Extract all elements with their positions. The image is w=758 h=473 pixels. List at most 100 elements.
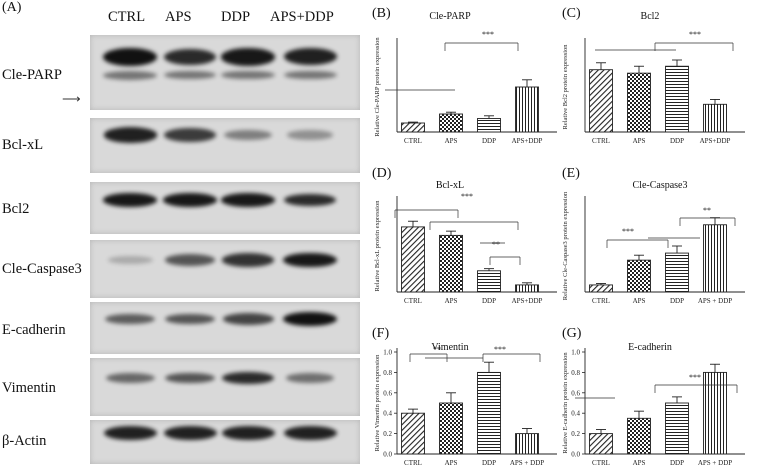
y-axis-label: Relative Cle-PARP protein expression xyxy=(374,37,381,137)
y-tick-label: 0.6 xyxy=(571,389,580,397)
panel-letter: (G) xyxy=(562,326,582,341)
bar xyxy=(627,72,651,133)
blot-label-bcl-xl: Bcl-xL xyxy=(2,137,44,153)
blot-strip xyxy=(90,240,360,298)
protein-band xyxy=(165,372,215,384)
bar xyxy=(477,371,501,455)
blot-strip xyxy=(90,182,360,234)
significance-label: ** xyxy=(492,240,500,249)
protein-band xyxy=(107,256,153,264)
protein-band xyxy=(163,425,217,441)
x-tick-label: CTRL xyxy=(592,297,610,305)
blot-strip xyxy=(90,118,360,173)
bar xyxy=(627,417,651,455)
bar xyxy=(703,371,727,455)
y-tick-label: 0.8 xyxy=(383,369,392,377)
protein-band xyxy=(165,254,215,266)
protein-band xyxy=(283,193,337,207)
bar xyxy=(439,234,463,293)
bar xyxy=(477,118,501,133)
protein-band xyxy=(222,253,274,267)
x-tick-label: DDP xyxy=(670,137,684,145)
protein-band xyxy=(103,425,157,441)
protein-band xyxy=(221,193,275,207)
x-tick-label: APS + DDP xyxy=(698,297,732,305)
x-tick-label: DDP xyxy=(482,297,496,305)
protein-band xyxy=(103,193,157,207)
y-tick-label: 0.8 xyxy=(571,369,580,377)
significance-label: ** xyxy=(703,206,711,215)
significance-label: *** xyxy=(482,30,494,39)
y-tick-label: 0.6 xyxy=(383,389,392,397)
bar xyxy=(439,113,463,133)
y-axis-label: Relative E-cadherin protein expression xyxy=(562,352,569,454)
y-tick-label: 0.0 xyxy=(571,451,580,459)
bar xyxy=(665,252,689,293)
protein-band xyxy=(164,128,216,142)
protein-band xyxy=(283,48,337,66)
protein-band xyxy=(163,70,217,80)
bar xyxy=(589,69,613,133)
chart-title: E-cadherin xyxy=(628,342,672,353)
lane-header-aps-ddp: APS+DDP xyxy=(270,9,334,25)
significance-label: *** xyxy=(622,227,634,236)
panel-letter: (C) xyxy=(562,6,581,21)
y-tick-label: 0.0 xyxy=(383,451,392,459)
lane-header-aps: APS xyxy=(165,9,192,25)
y-tick-label: 0.4 xyxy=(571,410,580,418)
protein-band xyxy=(163,193,217,207)
x-tick-label: APS xyxy=(445,459,458,467)
bar xyxy=(401,412,425,455)
panel-letter: (D) xyxy=(372,166,392,181)
significance-label: *** xyxy=(494,345,506,354)
significance-label: *** xyxy=(461,192,473,201)
bar xyxy=(665,65,689,133)
x-tick-label: APS + DDP xyxy=(698,459,732,467)
panel-letter: (E) xyxy=(562,166,580,181)
protein-band xyxy=(283,252,337,268)
bar xyxy=(589,284,613,293)
protein-band xyxy=(286,130,334,140)
x-tick-label: APS xyxy=(445,297,458,305)
lane-header-ddp: DDP xyxy=(221,9,251,25)
x-tick-label: APS+DDP xyxy=(512,137,543,145)
x-tick-label: DDP xyxy=(670,297,684,305)
blot-strip xyxy=(90,420,360,464)
blot-label-e-cadherin: E-cadherin xyxy=(2,322,66,338)
blot-strip xyxy=(90,302,360,354)
protein-band xyxy=(103,127,157,143)
x-tick-label: CTRL xyxy=(404,137,422,145)
x-tick-label: DDP xyxy=(482,137,496,145)
y-tick-label: 0.2 xyxy=(571,430,580,438)
protein-band xyxy=(222,313,274,325)
x-tick-label: CTRL xyxy=(592,137,610,145)
chart-title: Cle-Caspase3 xyxy=(633,180,688,191)
panel-letter-a: (A) xyxy=(2,0,22,15)
panel-letter: (B) xyxy=(372,6,391,21)
x-tick-label: APS+DDP xyxy=(512,297,543,305)
chart-title: Cle-PARP xyxy=(429,11,471,22)
y-tick-label: 1.0 xyxy=(383,349,392,357)
y-axis-label: Relative Vimentin protein expression xyxy=(374,354,381,452)
protein-band xyxy=(221,371,275,385)
y-tick-label: 1.0 xyxy=(571,349,580,357)
bar xyxy=(589,433,613,455)
x-tick-label: APS+DDP xyxy=(700,137,731,145)
blot-label-cle-caspase3: Cle-Caspase3 xyxy=(2,261,82,277)
bar xyxy=(665,402,689,455)
protein-band xyxy=(103,48,157,66)
y-axis-label: Relative Bcl2 protein expression xyxy=(562,44,569,130)
significance-label: *** xyxy=(689,373,701,382)
protein-band xyxy=(221,48,275,66)
protein-band xyxy=(105,372,155,384)
y-tick-label: 0.2 xyxy=(383,430,392,438)
x-tick-label: APS xyxy=(445,137,458,145)
bar xyxy=(401,122,425,133)
bar xyxy=(515,433,539,455)
lane-header-ctrl: CTRL xyxy=(108,9,146,25)
bar xyxy=(515,284,539,293)
chart-title: Bcl2 xyxy=(641,11,660,22)
significance-label: ** xyxy=(433,345,441,354)
bar xyxy=(439,402,463,455)
